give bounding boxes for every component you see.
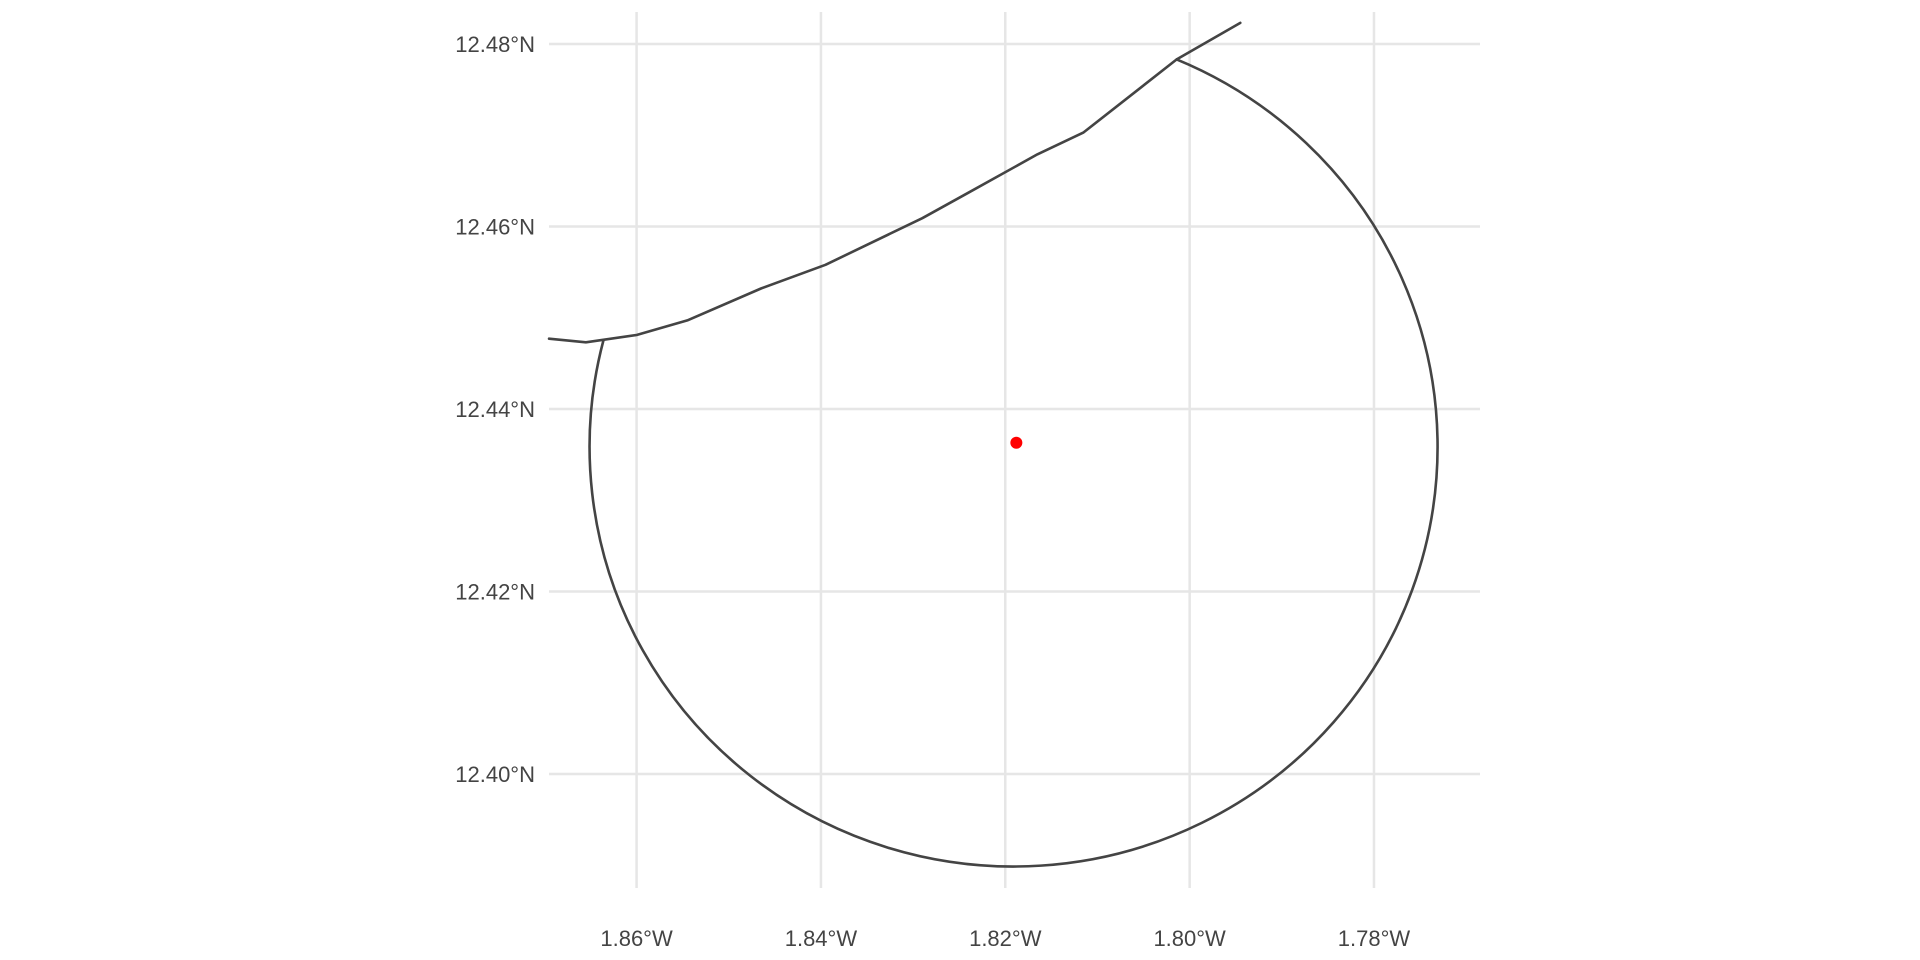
y-tick-label-3: 12.46°N xyxy=(455,214,535,239)
y-tick-label-2: 12.44°N xyxy=(455,397,535,422)
x-tick-label-3: 1.80°W xyxy=(1153,926,1226,951)
x-tick-label-1: 1.84°W xyxy=(785,926,858,951)
x-tick-label-4: 1.78°W xyxy=(1338,926,1411,951)
y-tick-label-0: 12.40°N xyxy=(455,762,535,787)
map-points xyxy=(1010,436,1023,449)
axis-labels: 1.86°W 1.84°W 1.82°W 1.80°W 1.78°W 12.40°N 12.… xyxy=(455,32,1410,951)
buffer-circle xyxy=(588,58,1439,868)
center-point xyxy=(1010,436,1023,449)
x-tick-label-0: 1.86°W xyxy=(600,926,673,951)
gridlines xyxy=(549,12,1480,888)
map-features xyxy=(547,21,1439,868)
y-tick-label-4: 12.48°N xyxy=(455,32,535,57)
admin-boundary xyxy=(547,21,1242,344)
x-tick-label-2: 1.82°W xyxy=(969,926,1042,951)
y-tick-label-1: 12.42°N xyxy=(455,579,535,604)
